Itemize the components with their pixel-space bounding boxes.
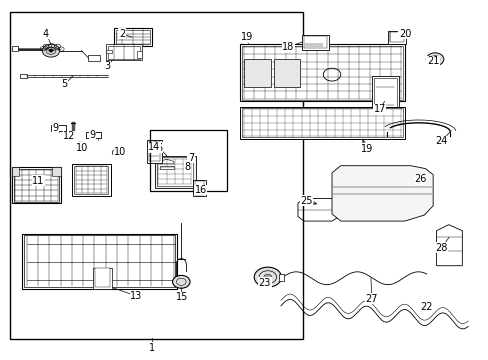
Bar <box>239 44 404 102</box>
Bar <box>273 59 300 87</box>
Bar <box>373 78 396 118</box>
Text: 9: 9 <box>90 130 96 140</box>
Text: 27: 27 <box>365 294 377 303</box>
Bar <box>72 164 111 196</box>
Text: 10: 10 <box>75 143 87 153</box>
Bar <box>148 141 160 161</box>
Bar <box>20 73 27 78</box>
Text: 23: 23 <box>258 278 270 288</box>
Bar <box>51 125 65 131</box>
Bar <box>24 235 175 287</box>
Text: 19: 19 <box>240 32 252 42</box>
Polygon shape <box>331 166 432 221</box>
Bar <box>116 30 150 44</box>
Text: 7: 7 <box>187 153 194 163</box>
Bar <box>86 132 101 138</box>
Bar <box>10 12 302 339</box>
Bar <box>12 167 61 203</box>
Text: 10: 10 <box>114 147 126 157</box>
Text: 25: 25 <box>300 196 312 206</box>
Bar <box>241 108 402 138</box>
Bar <box>136 51 142 58</box>
Text: 19: 19 <box>360 144 372 154</box>
Text: 26: 26 <box>413 174 426 184</box>
Bar <box>387 31 406 44</box>
Text: 24: 24 <box>434 136 447 147</box>
Bar <box>108 46 140 59</box>
Circle shape <box>264 274 271 280</box>
Bar <box>106 44 142 60</box>
Bar <box>74 166 108 194</box>
Bar <box>147 140 162 163</box>
Bar <box>160 166 173 169</box>
Bar <box>154 156 196 188</box>
Bar <box>389 32 404 42</box>
Text: 1: 1 <box>149 343 155 353</box>
Text: 22: 22 <box>420 302 432 312</box>
Circle shape <box>49 49 53 52</box>
Bar <box>278 274 284 281</box>
Bar <box>12 167 20 176</box>
Bar <box>301 35 328 50</box>
Bar <box>149 130 227 191</box>
Text: 13: 13 <box>130 291 142 301</box>
Circle shape <box>432 58 436 61</box>
Bar <box>14 169 59 202</box>
Text: 2: 2 <box>119 28 125 39</box>
Text: 12: 12 <box>63 131 76 141</box>
Text: 9: 9 <box>53 123 59 133</box>
Text: 6: 6 <box>156 143 162 153</box>
Circle shape <box>172 275 190 288</box>
Bar <box>193 180 205 196</box>
Text: 5: 5 <box>61 79 67 89</box>
Bar <box>195 181 203 195</box>
Bar <box>239 107 404 139</box>
Bar <box>303 36 326 48</box>
Bar <box>22 234 177 289</box>
Text: 28: 28 <box>434 243 447 253</box>
Bar <box>106 50 112 53</box>
Text: 8: 8 <box>184 162 190 172</box>
Text: 18: 18 <box>282 42 294 52</box>
Text: 16: 16 <box>194 185 206 195</box>
Bar <box>157 157 193 186</box>
Bar <box>88 55 100 62</box>
Text: 11: 11 <box>32 176 44 186</box>
Bar <box>114 28 152 46</box>
Text: 14: 14 <box>148 142 161 152</box>
Bar <box>371 76 398 120</box>
Bar <box>241 46 402 100</box>
Text: 17: 17 <box>373 104 385 114</box>
Bar <box>12 46 18 51</box>
Text: 4: 4 <box>43 28 49 39</box>
Bar <box>244 59 271 87</box>
Bar <box>93 267 112 289</box>
Circle shape <box>42 44 60 57</box>
Bar <box>52 167 61 176</box>
Bar <box>95 267 110 287</box>
Circle shape <box>254 267 281 287</box>
Text: 15: 15 <box>176 292 188 302</box>
Text: 3: 3 <box>104 62 110 71</box>
Circle shape <box>426 53 443 66</box>
Text: 20: 20 <box>398 28 410 39</box>
Text: 21: 21 <box>426 57 438 66</box>
